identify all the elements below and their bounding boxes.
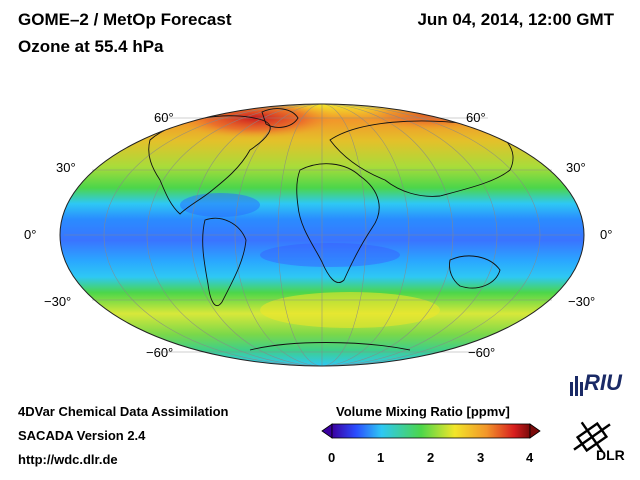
map-title: GOME–2 / MetOp Forecast — [18, 10, 232, 29]
lat-label-right-minus30: −30° — [568, 294, 596, 309]
map-subtitle: Ozone at 55.4 hPa — [18, 37, 164, 56]
riu-logo: RIU — [566, 370, 622, 396]
footer-method: 4DVar Chemical Data Assimilation — [18, 404, 229, 419]
colorbar-tick-1: 1 — [377, 450, 385, 465]
colorbar — [321, 423, 541, 439]
lat-label-left-0: 0° — [24, 227, 37, 242]
footer-url[interactable]: http://wdc.dlr.de — [18, 452, 118, 467]
footer-version: SACADA Version 2.4 — [18, 428, 146, 443]
lat-label-left-30: 30° — [56, 160, 76, 175]
riu-logo-text: RIU — [584, 370, 622, 395]
forecast-datetime: Jun 04, 2014, 12:00 GMT — [417, 10, 614, 29]
colorbar-title: Volume Mixing Ratio [ppmv] — [336, 404, 510, 419]
lat-label-right-60: 60° — [466, 110, 486, 125]
colorbar-tick-4: 4 — [526, 450, 534, 465]
dlr-logo-text: DLR — [596, 447, 625, 463]
lat-label-left-minus60: −60° — [146, 345, 174, 360]
colorbar-max-arrow — [529, 423, 541, 439]
lat-label-right-30: 30° — [566, 160, 586, 175]
lat-label-left-minus30: −30° — [44, 294, 72, 309]
colorbar-min-arrow — [321, 423, 333, 439]
dlr-logo-mark — [573, 421, 611, 453]
lat-label-left-60: 60° — [154, 110, 174, 125]
lat-label-right-0: 0° — [600, 227, 613, 242]
colorbar-tick-2: 2 — [427, 450, 435, 465]
colorbar-ramp — [331, 423, 531, 439]
lat-label-right-minus60: −60° — [468, 345, 496, 360]
colorbar-tick-0: 0 — [328, 450, 336, 465]
riu-logo-mark — [570, 376, 583, 396]
colorbar-tick-3: 3 — [477, 450, 485, 465]
coastlines — [148, 108, 514, 351]
globe-outline — [59, 103, 585, 367]
